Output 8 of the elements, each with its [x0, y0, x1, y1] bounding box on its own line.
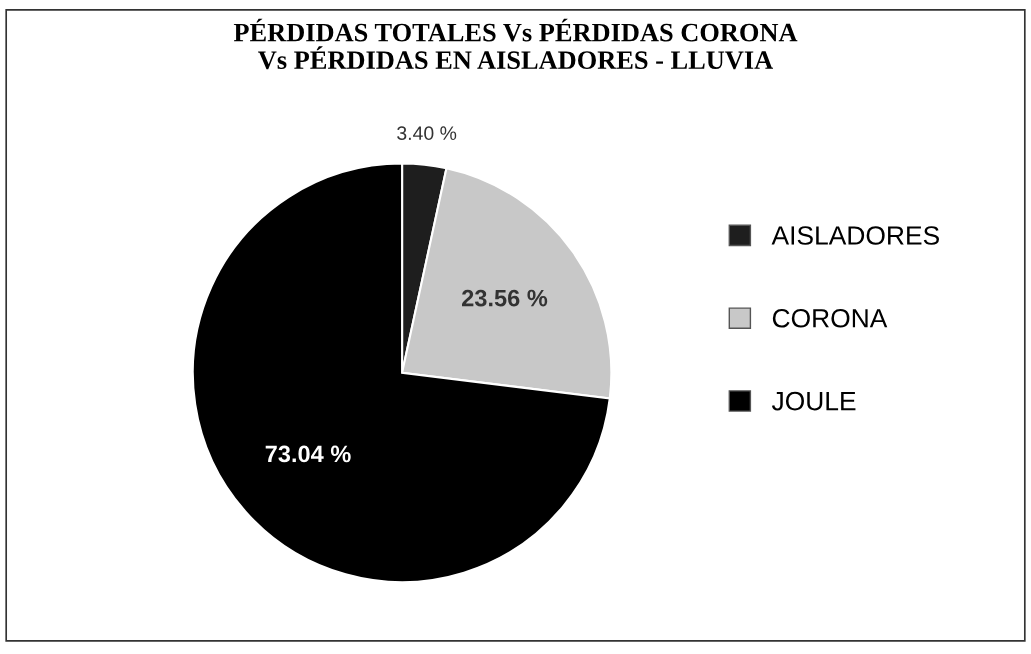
data-label: 23.56 % [462, 289, 548, 307]
data-label: 3.40 % [397, 126, 457, 141]
legend-label: JOULE [771, 391, 856, 411]
chart-title: PÉRDIDAS TOTALES Vs PÉRDIDAS CORONA Vs PÉRDIDAS EN AISLADORES - LLUVIA [233, 18, 798, 70]
legend-label: CORONA [772, 308, 888, 328]
legend-label: AISLADORES [771, 226, 939, 245]
data-label: 73.04 % [265, 445, 351, 463]
pie-slice [191, 162, 611, 584]
